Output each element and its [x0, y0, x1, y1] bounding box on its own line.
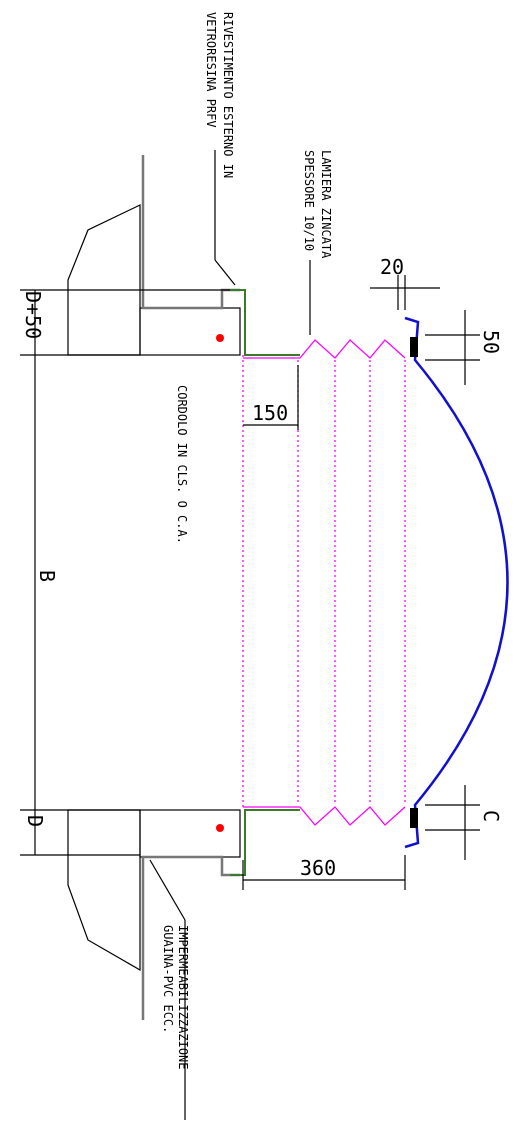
dimension: B — [35, 570, 59, 582]
note: RIVESTIMENTO ESTERNO IN — [221, 12, 235, 178]
dimension: 150 — [252, 401, 288, 425]
bolt — [410, 808, 418, 828]
note: SPESSORE 10/10 — [302, 150, 316, 251]
note: GUAINA-PVC ECC. — [161, 925, 175, 1033]
note: VETRORESINA PRFV — [204, 12, 218, 128]
dimension-lines — [20, 150, 480, 1120]
dimension: D+50 — [21, 291, 45, 339]
note: LAMIERA ZINCATA — [319, 150, 333, 259]
dimension: C — [479, 810, 503, 822]
bolt — [410, 337, 418, 357]
membrane — [230, 289, 300, 356]
anchor — [216, 334, 224, 342]
membrane — [230, 809, 300, 876]
note: IMPERMEABILIZZAZIONE — [176, 925, 190, 1070]
dimension: D — [23, 815, 47, 827]
dimension: 50 — [479, 330, 503, 354]
dimension: 20 — [380, 255, 404, 279]
cladding — [141, 855, 240, 1020]
flashing — [242, 339, 406, 826]
dimension: 360 — [300, 856, 336, 880]
dome — [404, 316, 509, 849]
note: CORDOLO IN CLS. O C.A. — [175, 385, 189, 544]
anchor — [216, 824, 224, 832]
